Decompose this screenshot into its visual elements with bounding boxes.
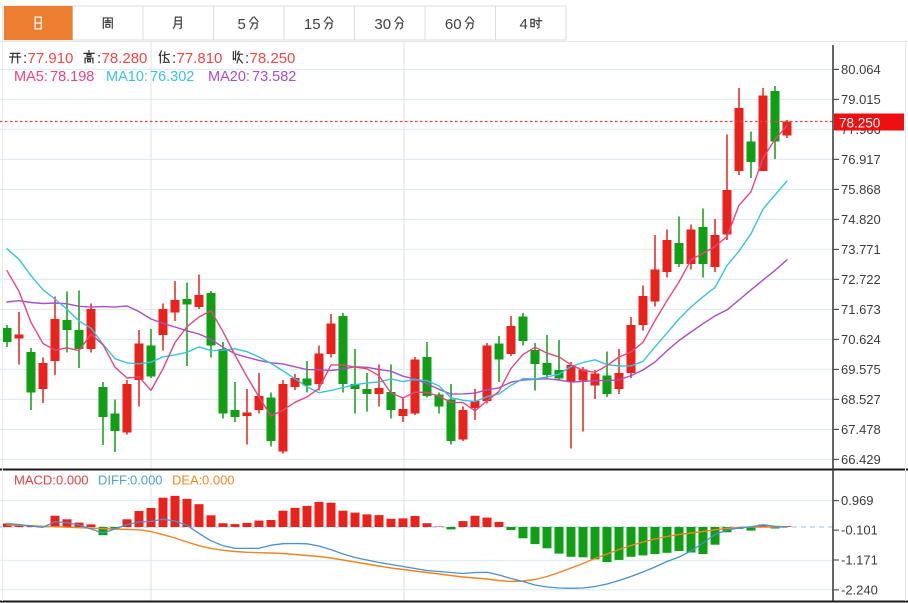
- svg-text:68.527: 68.527: [841, 392, 881, 407]
- svg-text:-0.101: -0.101: [841, 523, 878, 538]
- svg-text:79.015: 79.015: [841, 92, 881, 107]
- svg-text:0.000: 0.000: [130, 473, 163, 488]
- svg-text:67.478: 67.478: [841, 422, 881, 437]
- svg-text:66.429: 66.429: [841, 452, 881, 467]
- svg-text:DIFF:: DIFF:: [98, 473, 131, 488]
- svg-text:MA20:: MA20:: [208, 69, 250, 85]
- svg-text:70.624: 70.624: [841, 332, 881, 347]
- svg-text:DEA:: DEA:: [172, 473, 202, 488]
- svg-text:78.250: 78.250: [250, 50, 296, 67]
- svg-text:78.250: 78.250: [839, 115, 880, 130]
- svg-text::: :: [97, 50, 101, 67]
- svg-text:78.280: 78.280: [102, 50, 148, 67]
- svg-text:73.771: 73.771: [841, 242, 881, 257]
- svg-text:5: 5: [238, 16, 246, 33]
- svg-text:71.673: 71.673: [841, 302, 881, 317]
- svg-text:-1.171: -1.171: [841, 553, 878, 568]
- svg-text:77.910: 77.910: [28, 50, 74, 67]
- svg-text:0.000: 0.000: [56, 473, 89, 488]
- svg-text:80.064: 80.064: [841, 62, 881, 77]
- svg-text:0.000: 0.000: [202, 473, 235, 488]
- svg-text:75.868: 75.868: [841, 182, 881, 197]
- svg-text:4: 4: [520, 16, 528, 33]
- svg-text::: :: [172, 50, 176, 67]
- svg-text:-2.240: -2.240: [841, 582, 878, 597]
- svg-text:15: 15: [304, 16, 321, 33]
- svg-text:0.969: 0.969: [841, 493, 874, 508]
- svg-text:78.198: 78.198: [50, 69, 94, 85]
- svg-text:76.302: 76.302: [150, 69, 194, 85]
- svg-text:74.820: 74.820: [841, 212, 881, 227]
- svg-text:60: 60: [445, 16, 462, 33]
- svg-text:MA10:: MA10:: [106, 69, 148, 85]
- svg-text:MACD:: MACD:: [14, 473, 56, 488]
- svg-text:30: 30: [374, 16, 391, 33]
- svg-text:73.582: 73.582: [252, 69, 296, 85]
- svg-text:77.810: 77.810: [177, 50, 223, 67]
- svg-text::: :: [245, 50, 249, 67]
- svg-text:72.722: 72.722: [841, 272, 881, 287]
- svg-text:MA5:: MA5:: [14, 69, 48, 85]
- svg-text::: :: [23, 50, 27, 67]
- svg-text:69.575: 69.575: [841, 362, 881, 377]
- svg-text:76.917: 76.917: [841, 152, 881, 167]
